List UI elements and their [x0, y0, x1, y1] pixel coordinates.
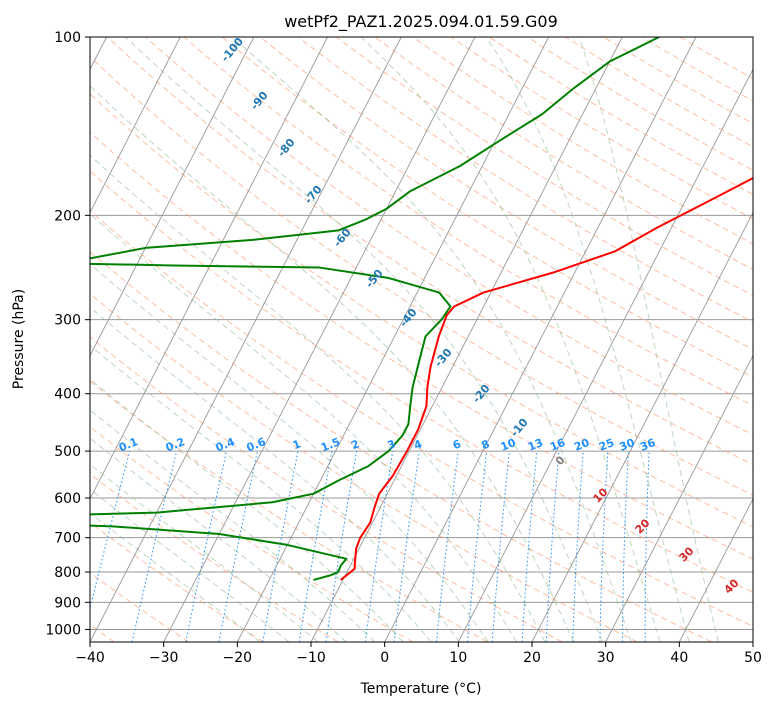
moist-adiabat-line [90, 213, 517, 642]
mixing-ratio-label: 36 [638, 436, 657, 454]
y-tick-label: 500 [54, 444, 81, 460]
moist-adiabat-line [90, 463, 319, 642]
mixing-ratio-label: 13 [526, 436, 545, 454]
moist-adiabat-line [90, 378, 404, 642]
x-tick-label: 40 [670, 650, 688, 666]
dry-adiabat-line [221, 37, 753, 378]
dry-adiabat-line [90, 210, 753, 627]
mixing-ratio-line [131, 450, 178, 642]
moist-adiabat-line [90, 409, 376, 642]
dry-adiabat-line [90, 251, 712, 642]
temperature-trace [340, 177, 753, 581]
isotherm-line [90, 37, 402, 642]
dry-adiabat-line [90, 93, 753, 528]
mixing-ratio-label: 30 [618, 436, 637, 454]
x-tick-label: −30 [149, 650, 179, 666]
moist-adiabat-line [90, 263, 489, 642]
moist-adiabat-line [125, 37, 603, 642]
isotherm-line [384, 37, 697, 642]
y-tick-label: 600 [54, 491, 81, 507]
mixing-ratio-line [435, 451, 459, 642]
y-tick-label: 900 [54, 595, 81, 611]
dry-adiabat-line [259, 37, 753, 350]
isotherm-line [90, 37, 329, 500]
mixing-ratio-label: 2 [349, 437, 361, 452]
mixing-ratio-label: 20 [572, 436, 591, 454]
x-tick-label: −20 [223, 650, 253, 666]
mixing-ratio-line [298, 451, 333, 642]
mixing-ratio-line [185, 450, 228, 642]
mixing-ratio-label: 1 [291, 437, 303, 452]
dry-adiabat-line [527, 37, 753, 171]
mixing-ratio-line [262, 451, 299, 642]
mixing-ratio-label: 16 [548, 436, 567, 454]
dry-adiabat-line [565, 37, 753, 148]
mixing-ratio-label: 10 [499, 436, 518, 454]
isotherm-line [90, 37, 255, 357]
moist-adiabat-line [90, 85, 575, 642]
dry-adiabat-line [90, 426, 414, 642]
y-tick-label: 200 [54, 208, 81, 224]
x-tick-label: 0 [380, 650, 389, 666]
plot-frame [89, 36, 754, 643]
dewpoint-trace [90, 37, 660, 581]
y-tick-label: 100 [54, 30, 81, 46]
moist-adiabat-line [90, 154, 546, 642]
x-tick-label: −40 [75, 650, 105, 666]
mixing-ratio-label: 3 [385, 437, 397, 452]
moist-adiabat-line [231, 37, 632, 642]
moist-adiabat-line [90, 306, 461, 642]
x-tick-label: 20 [523, 650, 541, 666]
isotherm-line [752, 641, 753, 642]
y-axis-label: Pressure (hPa) [11, 289, 27, 389]
isotherm-line [236, 37, 550, 642]
y-tick-label: 400 [54, 387, 81, 403]
isotherm-line [531, 211, 753, 642]
chart-title: wetPf2_PAZ1.2025.094.01.59.G09 [284, 12, 558, 32]
x-axis-label: Temperature (°C) [360, 681, 482, 697]
isotherm-line [605, 354, 753, 642]
moist-adiabat-line [90, 344, 432, 642]
plot-background [90, 37, 753, 642]
mixing-ratio-line [325, 451, 358, 642]
mixing-ratio-label: 25 [597, 436, 616, 454]
mixing-ratio-label: 8 [479, 437, 491, 452]
y-tick-label: 800 [54, 565, 81, 581]
y-tick-label: 300 [54, 313, 81, 329]
moist-adiabat-line [90, 437, 347, 642]
isotherm-line [163, 37, 476, 642]
isotherm-line [678, 497, 753, 642]
dry-adiabat-line [90, 170, 753, 593]
y-tick-label: 1000 [45, 622, 81, 638]
dry-adiabat-line [145, 37, 753, 436]
moist-adiabat-line [360, 37, 661, 642]
isotherm-line [457, 68, 753, 642]
x-tick-label: −10 [296, 650, 326, 666]
mixing-ratio-line [393, 451, 420, 642]
x-tick-label: 10 [449, 650, 467, 666]
isotherm-line [310, 37, 623, 642]
x-tick-label: 30 [597, 650, 615, 666]
x-tick-label: 50 [744, 650, 762, 666]
mixing-ratio-line [218, 450, 258, 642]
dry-adiabat-line [183, 37, 753, 407]
moist-adiabat-line [485, 37, 690, 642]
dry-adiabat-line [90, 131, 753, 560]
dry-adiabat-line [90, 293, 638, 642]
moist-adiabat-line [578, 37, 719, 642]
isotherm-line [90, 37, 181, 214]
y-tick-label: 700 [54, 531, 81, 547]
